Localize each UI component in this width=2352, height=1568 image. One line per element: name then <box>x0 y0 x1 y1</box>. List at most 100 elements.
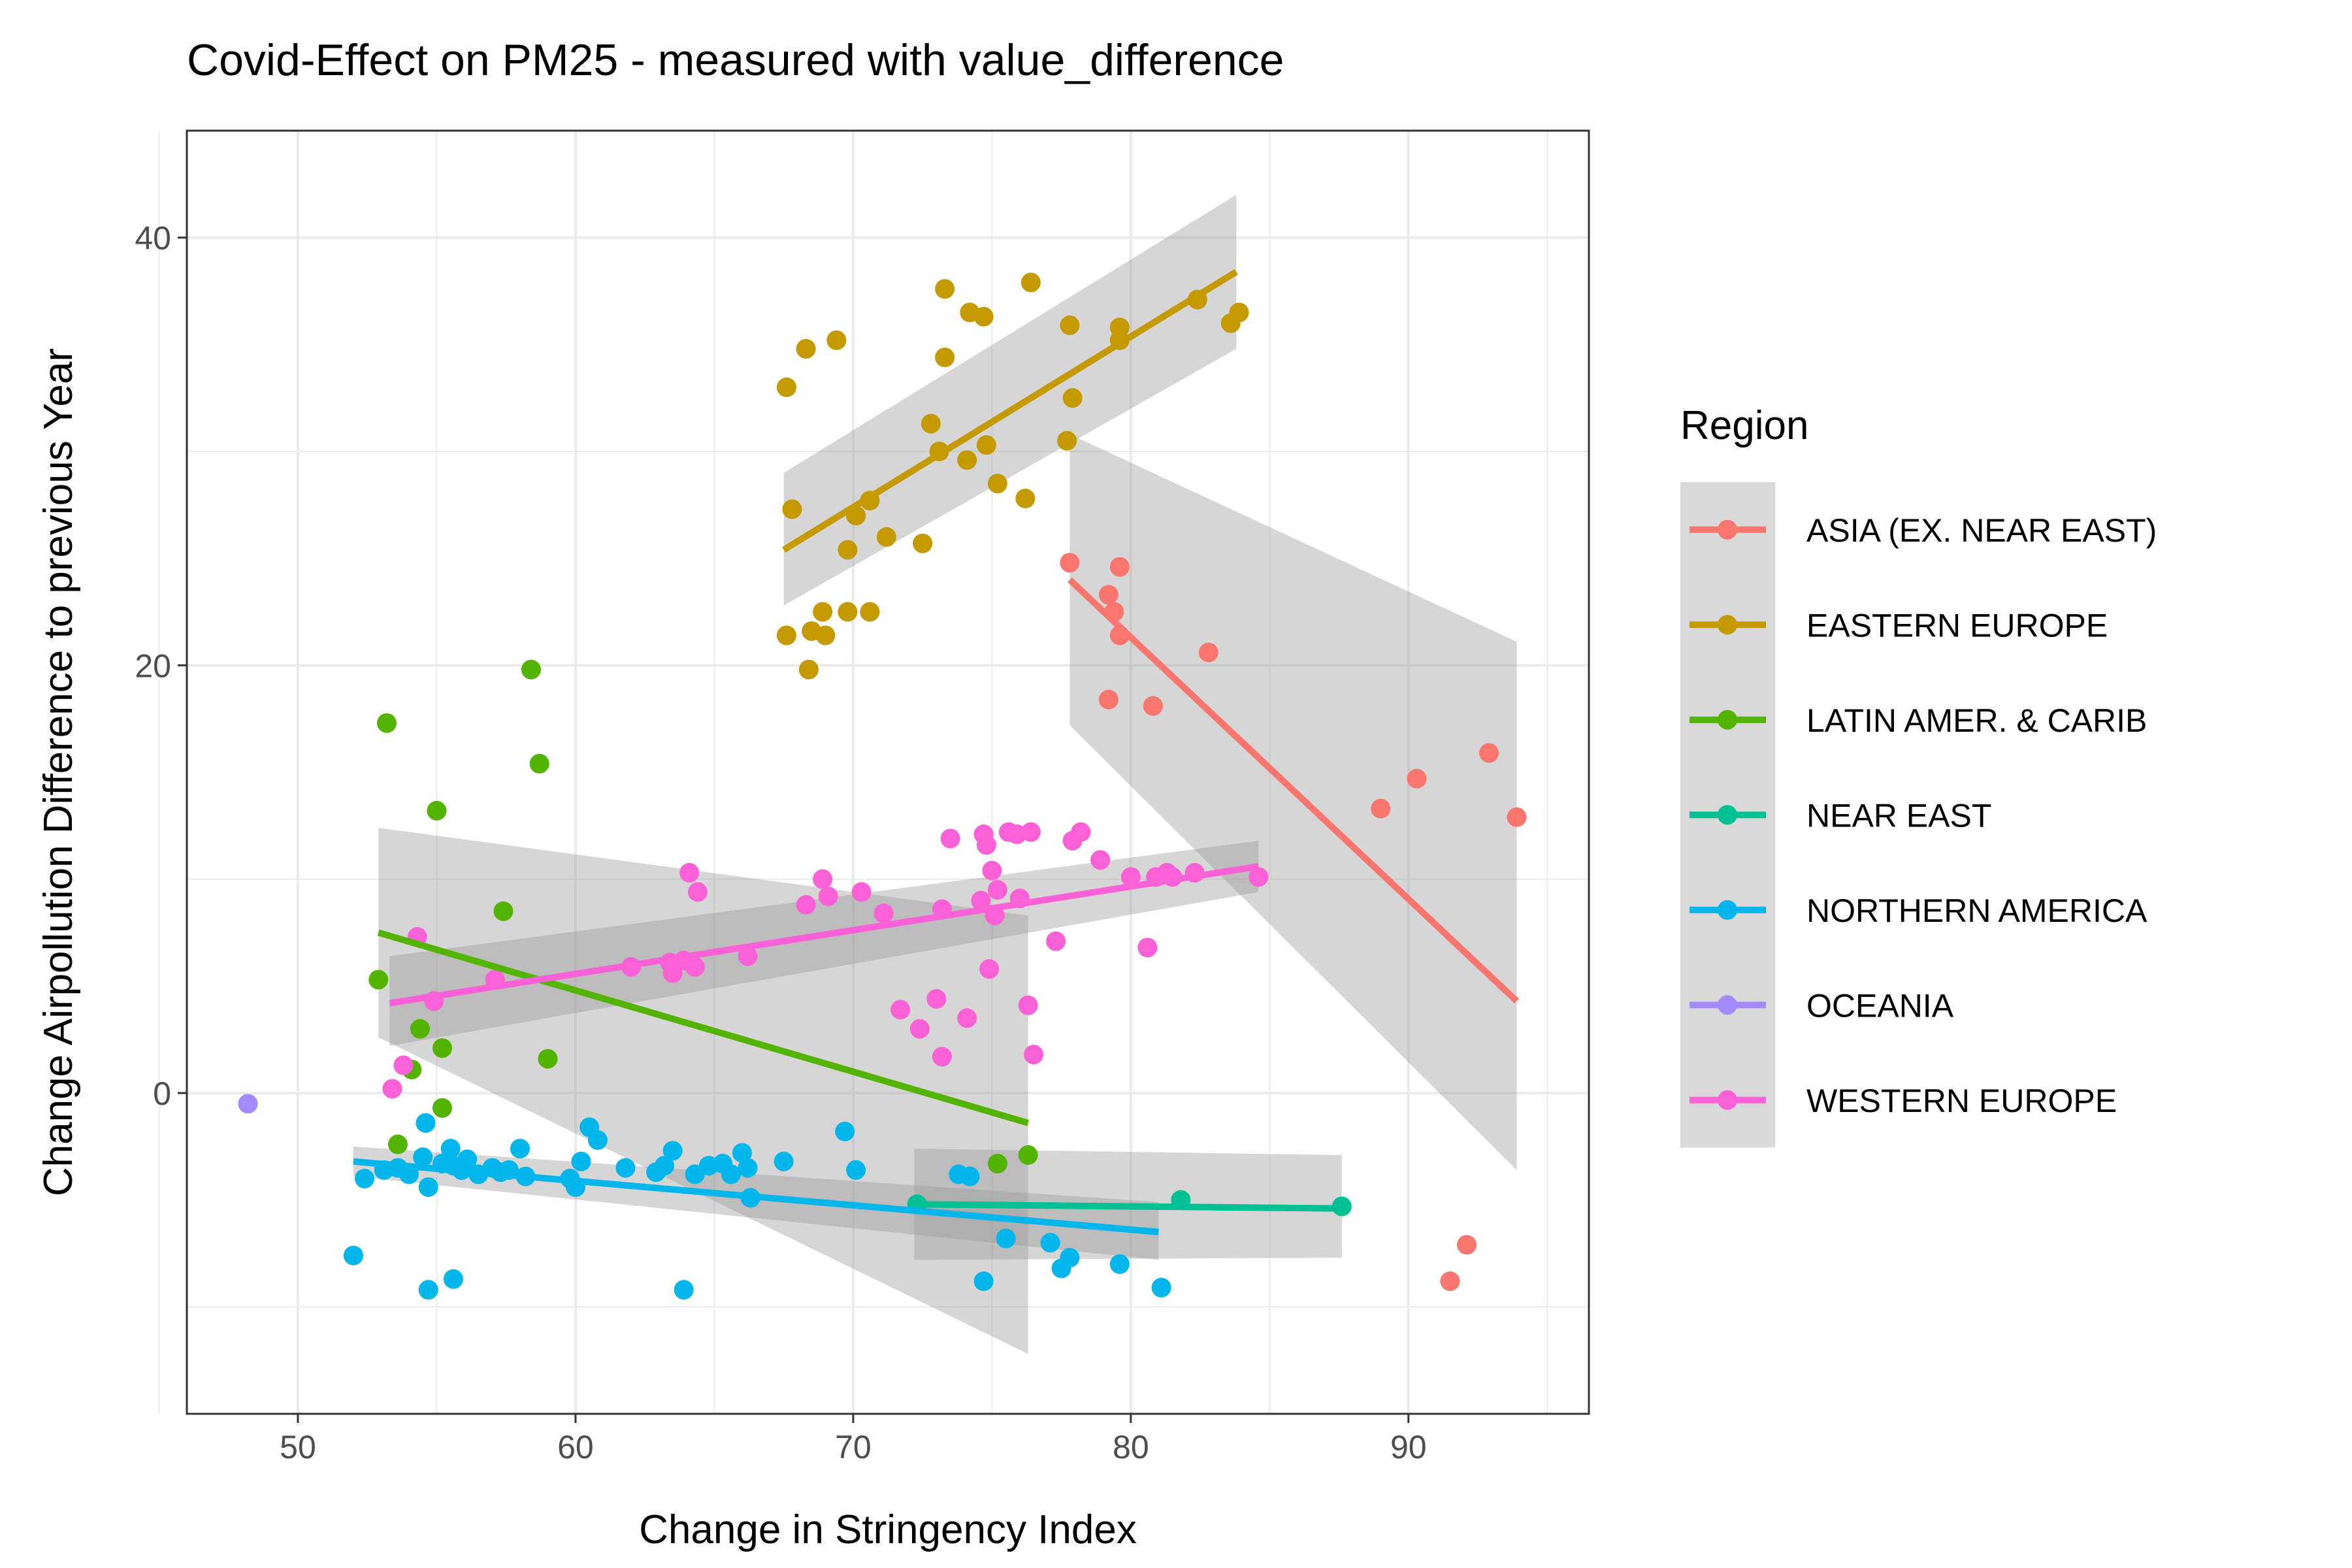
data-point <box>440 1139 461 1159</box>
y-tick-label: 0 <box>153 1075 171 1112</box>
data-point <box>418 1177 438 1198</box>
data-point <box>368 970 389 990</box>
plot-panel <box>187 131 1589 1414</box>
data-point <box>876 527 896 547</box>
data-point <box>674 1280 694 1300</box>
legend-key-point <box>1718 1090 1737 1110</box>
data-point <box>1062 388 1083 408</box>
legend-item: EASTERN EUROPE <box>1690 607 2108 644</box>
data-point <box>957 450 977 470</box>
data-point <box>960 1166 980 1186</box>
confidence-band <box>1070 434 1517 1170</box>
legend-item: NEAR EAST <box>1690 797 1991 834</box>
data-point <box>443 1269 463 1289</box>
legend: Region ASIA (EX. NEAR EAST) EASTERN EUROP… <box>1680 403 2157 1148</box>
data-point <box>815 625 836 645</box>
x-tick-label: 60 <box>557 1429 594 1465</box>
data-point <box>685 956 705 977</box>
data-point <box>721 1164 741 1184</box>
data-point <box>457 1149 478 1169</box>
data-point <box>940 828 960 849</box>
confidence-band <box>783 195 1237 606</box>
data-point <box>1137 938 1158 958</box>
data-points <box>238 272 1527 1300</box>
data-point <box>973 1271 994 1292</box>
legend-key-point <box>1718 615 1737 635</box>
data-point <box>732 1143 752 1163</box>
legend-item: OCEANIA <box>1690 987 1954 1024</box>
data-point <box>654 1156 674 1176</box>
data-point <box>1457 1235 1477 1255</box>
data-point <box>1371 798 1391 819</box>
data-point <box>1098 689 1119 710</box>
data-point <box>818 886 838 906</box>
data-point <box>1143 696 1163 716</box>
data-point <box>835 1121 855 1141</box>
fit-line <box>1067 577 1519 1004</box>
data-point <box>1057 431 1077 451</box>
confidence-band <box>389 840 1259 1046</box>
data-point <box>1479 743 1499 763</box>
data-point <box>738 1158 758 1178</box>
data-point <box>874 904 894 924</box>
data-point <box>913 533 933 553</box>
data-point <box>387 1134 408 1154</box>
data-point <box>587 1130 608 1151</box>
data-point <box>838 602 858 622</box>
data-point <box>987 1154 1007 1174</box>
data-point <box>432 1098 452 1118</box>
data-point <box>687 882 708 902</box>
data-point <box>838 540 858 560</box>
data-point <box>1024 1045 1044 1065</box>
data-point <box>410 1019 430 1039</box>
data-point <box>976 835 996 855</box>
fit-line <box>782 269 1238 553</box>
legend-label: LATIN AMER. & CARIB <box>1806 702 2147 739</box>
data-point <box>1507 807 1527 827</box>
legend-title: Region <box>1680 403 1808 448</box>
data-point <box>1440 1271 1460 1292</box>
legend-key-point <box>1718 519 1737 540</box>
data-point <box>418 1280 438 1300</box>
data-point <box>662 1141 683 1161</box>
x-axis-title: Change in Stringency Index <box>639 1507 1137 1552</box>
data-point <box>987 880 1007 900</box>
data-point <box>932 1047 952 1067</box>
x-tick-label: 80 <box>1113 1429 1149 1465</box>
data-point <box>1090 850 1111 870</box>
data-point <box>826 330 847 350</box>
data-point <box>1060 315 1080 335</box>
data-point <box>538 1049 558 1069</box>
fit-line <box>377 929 1030 1126</box>
legend-key-point <box>1718 710 1737 730</box>
legend-label: NEAR EAST <box>1806 797 1991 834</box>
data-point <box>1040 1233 1060 1253</box>
axis-ticks <box>178 237 1410 1423</box>
fit-lines <box>353 269 1519 1235</box>
data-point <box>432 1038 452 1058</box>
data-point <box>957 1008 977 1028</box>
y-tick-label: 40 <box>135 220 171 257</box>
data-point <box>413 1147 433 1168</box>
data-point <box>1098 585 1119 605</box>
data-point <box>493 901 514 921</box>
data-point <box>973 306 994 327</box>
data-point <box>776 377 796 397</box>
data-point <box>982 860 1002 881</box>
legend-label: ASIA (EX. NEAR EAST) <box>1806 512 2157 549</box>
data-point <box>1151 1277 1171 1298</box>
legend-item: ASIA (EX. NEAR EAST) <box>1690 512 2157 549</box>
data-point <box>238 1094 258 1114</box>
data-point <box>1018 995 1038 1015</box>
legend-key-point <box>1718 995 1737 1015</box>
data-point <box>393 1055 414 1075</box>
y-axis-title: Change Airpollution Difference to previo… <box>36 348 81 1196</box>
data-point <box>782 499 802 519</box>
legend-item: WESTERN EUROPE <box>1690 1083 2117 1119</box>
data-point <box>1109 1254 1130 1274</box>
fit-line <box>353 1158 1159 1235</box>
data-point <box>615 1158 636 1178</box>
data-point <box>851 882 872 902</box>
legend-item: NORTHERN AMERICA <box>1690 892 2148 929</box>
